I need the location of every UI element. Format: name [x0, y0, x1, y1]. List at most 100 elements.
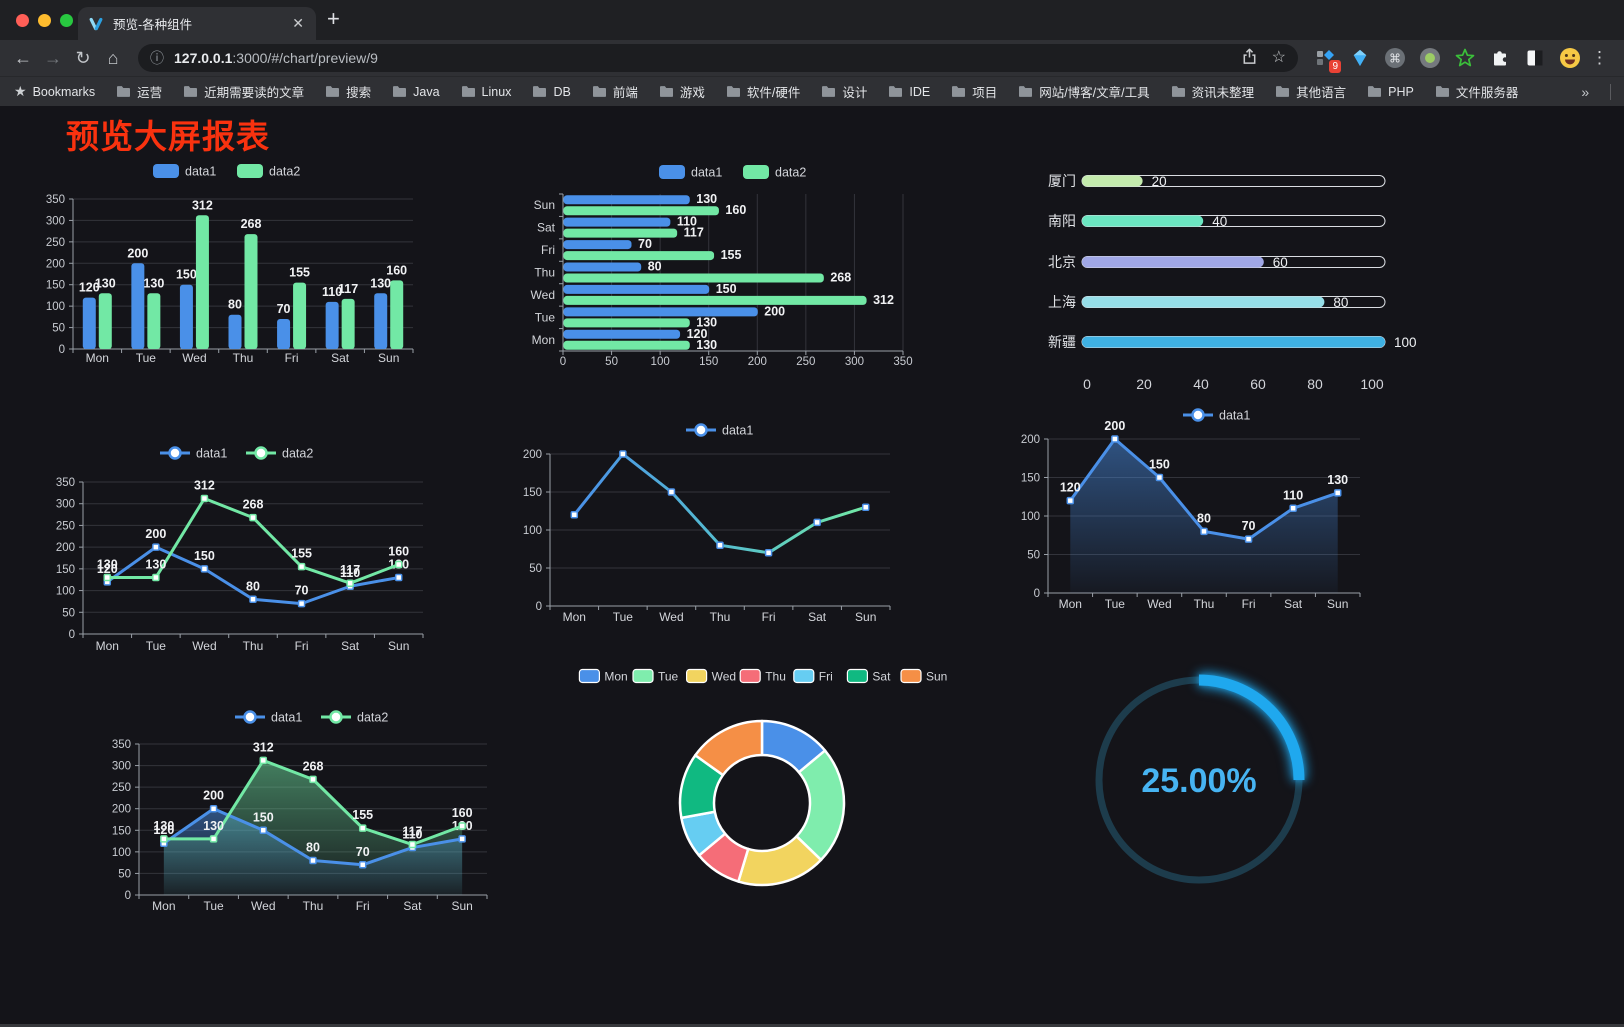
legend-item[interactable]: data1 [1183, 408, 1250, 423]
svg-text:Tue: Tue [136, 351, 157, 365]
legend-item[interactable]: Tue [632, 668, 679, 684]
bookmarks-root[interactable]: ★ Bookmarks [14, 83, 95, 100]
bookmark-folder[interactable]: Java [392, 84, 440, 99]
bookmark-label: 运营 [137, 86, 163, 100]
bookmark-folder[interactable]: IDE [888, 85, 930, 99]
svg-text:data2: data2 [269, 165, 300, 179]
extension-record-icon[interactable] [1419, 47, 1441, 69]
legend-item[interactable]: data2 [246, 446, 313, 461]
gauge-progress [1198, 674, 1305, 781]
svg-text:150: 150 [716, 282, 737, 296]
legend-item[interactable]: data1 [659, 165, 722, 180]
series-data1: 120 200 150 80 70 110 130 [79, 246, 391, 349]
svg-text:新疆: 新疆 [1048, 334, 1076, 350]
svg-text:300: 300 [56, 499, 75, 511]
bookmark-star-icon[interactable]: ☆ [1271, 49, 1286, 66]
bookmark-folder[interactable]: 资讯未整理 [1171, 82, 1254, 101]
forward-button[interactable]: → [44, 47, 62, 68]
folder-icon [392, 85, 407, 98]
bookmark-folder[interactable]: 文件服务器 [1435, 82, 1518, 101]
folder-icon [821, 85, 836, 98]
svg-text:200: 200 [523, 449, 542, 461]
reload-button[interactable]: ↻ [75, 47, 91, 68]
legend-item[interactable]: Sat [846, 668, 891, 684]
bookmark-folder[interactable]: PHP [1367, 85, 1414, 99]
bookmark-folder[interactable]: 近期需要读的文章 [183, 82, 304, 101]
donut-slice-Sun[interactable] [694, 719, 764, 777]
svg-text:Mon: Mon [86, 351, 109, 365]
legend-item[interactable]: Thu [739, 668, 786, 684]
svg-text:130: 130 [143, 276, 164, 290]
bookmarks-overflow-chevron[interactable]: » [1581, 83, 1590, 100]
extension-dark-mode-icon[interactable] [1524, 47, 1546, 69]
bookmark-folder[interactable]: 软件/硬件 [726, 82, 800, 101]
svg-text:350: 350 [56, 477, 75, 489]
bookmark-folder[interactable]: 搜索 [325, 82, 371, 101]
bookmark-folder[interactable]: DB [532, 85, 571, 99]
svg-text:150: 150 [112, 825, 131, 837]
maximize-window-button[interactable] [60, 14, 73, 27]
bookmark-label: 软件/硬件 [746, 86, 801, 100]
minimize-window-button[interactable] [38, 14, 51, 27]
back-button[interactable]: ← [14, 47, 32, 68]
bookmark-label: Java [413, 84, 440, 99]
axis-grid: 0 50 100 150 200 250 300 350 Sun Sat Fri Thu Wed Tue M… [531, 193, 913, 368]
bookmark-folder[interactable]: 设计 [821, 82, 867, 101]
svg-text:data1: data1 [691, 166, 722, 180]
folder-icon [592, 85, 607, 98]
browser-menu-icon[interactable]: ⋮ [1591, 48, 1608, 67]
legend-item[interactable]: Mon [578, 668, 628, 684]
extension-blocks-icon[interactable]: 9 [1314, 47, 1341, 73]
bookmark-label: IDE [909, 84, 931, 99]
site-info-icon[interactable]: ⓘ [150, 50, 164, 66]
url-input[interactable]: ⓘ 127.0.0.1:3000/#/chart/preview/9 ☆ [138, 44, 1298, 72]
extension-emoji-icon[interactable] [1559, 47, 1581, 69]
bookmark-folder[interactable]: Linux [461, 85, 511, 99]
new-tab-button[interactable]: + [327, 6, 340, 31]
share-icon[interactable] [1241, 48, 1258, 69]
svg-text:20: 20 [1152, 174, 1167, 189]
svg-text:300: 300 [46, 215, 65, 227]
bookmark-folder[interactable]: 网站/博客/文章/工具 [1018, 82, 1150, 101]
svg-text:Fri: Fri [819, 670, 833, 684]
svg-text:200: 200 [56, 542, 75, 554]
legend-item[interactable]: Wed [685, 668, 736, 684]
extension-gem-icon[interactable] [1349, 47, 1371, 69]
legend-item[interactable]: data2 [237, 164, 300, 179]
svg-text:312: 312 [873, 293, 894, 307]
folder-icon [1435, 85, 1450, 98]
svg-text:110: 110 [1283, 488, 1303, 502]
legend-item[interactable]: data1 [160, 446, 227, 461]
svg-text:data2: data2 [775, 166, 806, 180]
bookmark-folder[interactable]: 前端 [592, 82, 638, 101]
legend-item[interactable]: Sun [900, 668, 947, 684]
browser-tab[interactable]: 预览-各种组件 ✕ [78, 7, 316, 40]
extension-command-icon[interactable]: ⌘ [1384, 47, 1406, 69]
legend-item[interactable]: data1 [153, 164, 216, 179]
svg-text:Tue: Tue [146, 639, 167, 653]
bookmark-folder[interactable]: 其他语言 [1275, 82, 1346, 101]
svg-text:150: 150 [46, 280, 65, 292]
legend-item[interactable]: Fri [793, 668, 833, 684]
legend-item[interactable]: data1 [686, 423, 753, 438]
close-window-button[interactable] [16, 14, 29, 27]
bookmark-label: 近期需要读的文章 [204, 86, 305, 100]
extension-puzzle-icon[interactable] [1489, 47, 1511, 69]
legend-item[interactable]: data2 [321, 710, 388, 725]
svg-text:0: 0 [560, 356, 566, 368]
legend-item[interactable]: data1 [235, 710, 302, 725]
bookmark-folder[interactable]: 游戏 [659, 82, 705, 101]
horizontal-bar-chart: data1 data2 0 50 100 150 200 250 300 350 Sun Sat Fri… [531, 165, 913, 368]
svg-text:120: 120 [1060, 481, 1081, 495]
svg-text:100: 100 [651, 356, 670, 368]
svg-text:160: 160 [725, 203, 746, 217]
bookmark-folder[interactable]: 运营 [116, 82, 162, 101]
traffic-lights [16, 14, 73, 27]
tab-close-icon[interactable]: ✕ [292, 15, 304, 31]
svg-text:Sat: Sat [872, 670, 891, 684]
legend-item[interactable]: data2 [743, 165, 806, 180]
home-button[interactable]: ⌂ [107, 47, 119, 68]
bookmark-folder[interactable]: 项目 [951, 82, 997, 101]
svg-text:200: 200 [1104, 419, 1125, 433]
extension-star-icon[interactable] [1454, 47, 1476, 69]
